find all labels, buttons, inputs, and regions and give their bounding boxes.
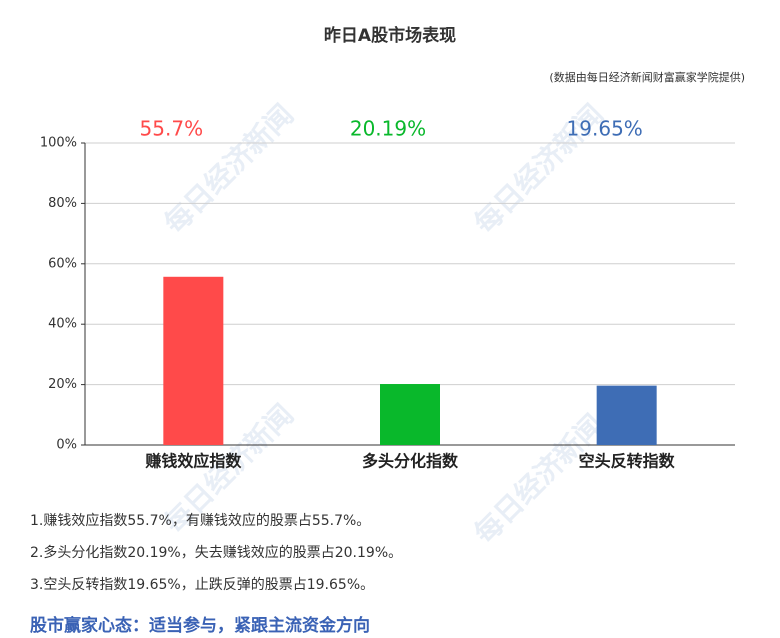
note: 1.赚钱效应指数55.7%，有赚钱效应的股票占55.7%。 — [30, 512, 370, 529]
note: 3.空头反转指数19.65%，止跌反弹的股票占19.65%。 — [30, 577, 374, 593]
chart-subtitle: (数据由每日经济新闻财富赢家学院提供) — [549, 70, 745, 84]
y-tick-label: 40% — [48, 317, 77, 332]
y-tick-label: 20% — [48, 377, 77, 392]
value-label: 19.65% — [567, 117, 643, 141]
x-tick-label: 多头分化指数 — [362, 452, 459, 471]
y-tick-label: 0% — [56, 438, 77, 453]
y-tick-label: 60% — [48, 256, 77, 271]
bar — [380, 384, 440, 445]
value-label: 20.19% — [350, 117, 426, 141]
watermark: 每日经济新闻 — [468, 408, 610, 550]
note: 2.多头分化指数20.19%，失去赚钱效应的股票占20.19%。 — [30, 544, 402, 561]
value-label: 55.7% — [140, 117, 204, 141]
bar — [163, 276, 224, 445]
chart-title: 昨日A股市场表现 — [324, 25, 456, 46]
bar — [596, 385, 657, 445]
y-tick-label: 100% — [40, 136, 77, 151]
x-tick-label: 空头反转指数 — [579, 452, 676, 471]
x-tick-label: 赚钱效应指数 — [144, 452, 242, 471]
conclusion: 股市赢家心态：适当参与，紧跟主流资金方向 — [30, 615, 370, 636]
y-tick-label: 80% — [48, 196, 77, 211]
